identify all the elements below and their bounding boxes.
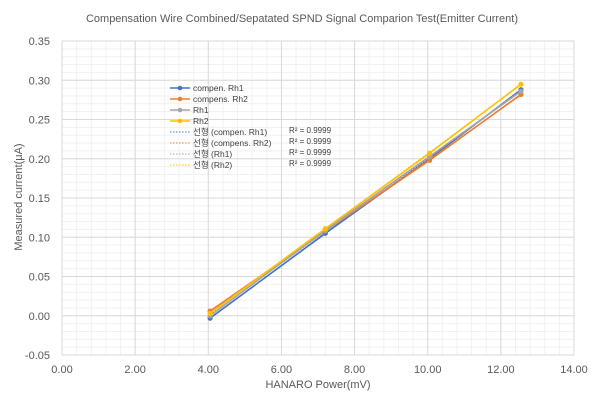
x-tick-label: 4.00: [198, 364, 219, 376]
y-tick-label: 0.25: [29, 115, 50, 127]
legend-label: Rh2: [193, 116, 209, 126]
r-squared-label: R² = 0.9999: [289, 159, 332, 168]
data-point: [207, 310, 213, 316]
x-tick-label: 2.00: [124, 364, 145, 376]
x-tick-label: 6.00: [271, 364, 292, 376]
x-axis-title: HANARO Power(mV): [265, 379, 370, 391]
data-point: [426, 157, 433, 163]
r-squared-label: R² = 0.9999: [289, 126, 332, 135]
legend-label: 선형 (Rh2): [193, 160, 232, 170]
y-tick-label: 0.00: [29, 311, 50, 323]
legend-marker: [177, 107, 183, 113]
y-tick-label: 0.35: [29, 36, 50, 48]
series-layer: [207, 81, 524, 321]
x-tick-label: 8.00: [344, 364, 365, 376]
y-tick-label: 0.15: [29, 193, 50, 205]
legend-marker: [177, 118, 183, 124]
data-point: [426, 150, 433, 156]
series-line: [209, 83, 522, 315]
data-point: [518, 88, 524, 94]
y-tick-label: 0.20: [29, 154, 50, 166]
legend-label: Rh1: [193, 105, 209, 115]
legend-label: compens. Rh2: [193, 94, 248, 104]
legend-label: 선형 (Rh1): [193, 149, 232, 159]
series-line: [209, 90, 522, 317]
chart-title: Compensation Wire Combined/Sepatated SPN…: [86, 13, 518, 25]
x-tick-label: 12.00: [487, 364, 515, 376]
x-tick-label: 0.00: [51, 364, 72, 376]
r-squared-label: R² = 0.9999: [289, 148, 332, 157]
tick-labels: 0.00 2.00 4.00 6.00 8.00 10.00 12.00 14.00 -0.05…: [25, 36, 588, 376]
data-point: [518, 81, 524, 87]
x-tick-label: 14.00: [560, 364, 588, 376]
major-gridlines: [61, 40, 575, 356]
r-squared-label: R² = 0.9999: [289, 137, 332, 146]
y-tick-label: -0.05: [25, 350, 50, 362]
y-tick-label: 0.30: [29, 75, 50, 87]
legend-label: 선형 (compens. Rh2): [193, 138, 272, 148]
y-axis-title: Measured current(μA): [13, 143, 25, 250]
y-tick-label: 0.05: [29, 272, 50, 284]
legend-label: compen. Rh1: [193, 83, 244, 93]
legend-marker: [177, 85, 183, 91]
legend-marker: [177, 96, 183, 102]
y-tick-label: 0.10: [29, 232, 50, 244]
data-point: [322, 226, 328, 232]
x-tick-label: 10.00: [414, 364, 442, 376]
legend-label: 선형 (compen. Rh1): [193, 127, 267, 137]
